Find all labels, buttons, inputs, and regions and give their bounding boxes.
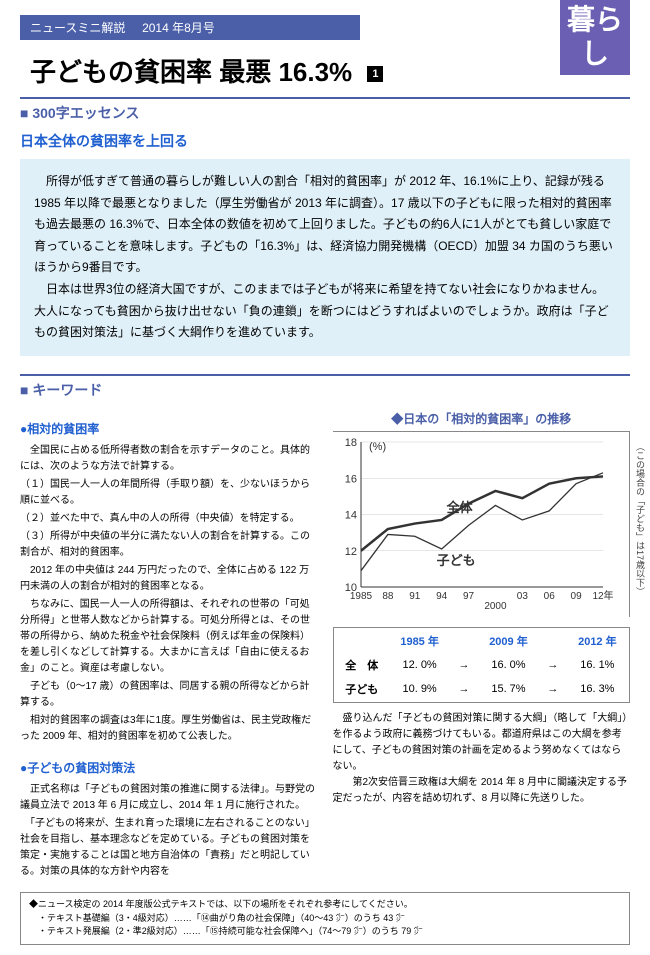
svg-text:94: 94 [436,591,448,602]
subtitle: 日本全体の貧困率を上回る [20,131,630,151]
series-name: ニュースミニ解説 [30,21,125,35]
keyword-column: 相対的貧困率 全国民に占める低所得者数の割合を示すデータのこと。具体的には、次の… [20,410,318,882]
table-year-row: 1985 年 2009 年 2012 年 [336,630,628,652]
essence-heading: 300字エッセンス [20,97,630,123]
svg-text:18: 18 [344,437,356,449]
year-3: 2012 年 [568,630,627,652]
chart-svg: 1816141210(%)全体子ども1985889194972000030609… [333,432,613,612]
svg-text:12年: 12年 [592,589,613,602]
kw2-body: 正式名称は「子どもの貧困対策の推進に関する法律」。与野党の議員立法で 2013 … [20,782,318,880]
svg-text:97: 97 [462,591,474,602]
data-table: 1985 年 2009 年 2012 年 全 体 12. 0% → 16. 0%… [333,627,631,703]
svg-text:16: 16 [344,473,356,485]
svg-text:全体: 全体 [445,500,473,515]
table-row: 全 体 12. 0% → 16. 0% → 16. 1% [336,654,628,676]
svg-text:14: 14 [344,509,356,521]
kw2-title: 子どもの貧困対策法 [20,759,318,778]
year-2: 2009 年 [479,630,538,652]
svg-text:2000: 2000 [484,601,507,612]
footer-references: ◆ニュース検定の 2014 年度版公式テキストでは、以下の場所をそれぞれ参考にし… [20,892,630,945]
page-title: 子どもの貧困率 最悪 16.3% 1 [30,52,630,89]
body-para-2: 日本は世界3位の経済大国ですが、このままでは子どもが将来に希望を持てない社会にな… [34,279,616,344]
svg-text:(%): (%) [369,441,386,453]
svg-text:12: 12 [344,546,356,558]
table-row: 子ども 10. 9% → 15. 7% → 16. 3% [336,678,628,700]
row-label: 子ども [336,678,388,700]
svg-text:子ども: 子ども [436,553,475,568]
category-badge: 暮らし [560,0,630,75]
poverty-chart: 1816141210(%)全体子ども1985889194972000030609… [333,431,631,617]
kw1-title: 相対的貧困率 [20,420,318,439]
title-number: 1 [367,66,383,82]
issue-date: 2014 年8月号 [142,21,215,35]
bottom-body: 盛り込んだ「子どもの貧困対策に関する大綱」（略して「大綱」）を作るよう政府に義務… [333,711,631,807]
svg-text:1985: 1985 [349,591,372,602]
kw1-body: 全国民に占める低所得者数の割合を示すデータのこと。具体的には、次のような方法で計… [20,443,318,745]
svg-text:03: 03 [516,591,528,602]
header-bar: ニュースミニ解説 2014 年8月号 [20,15,360,40]
essence-body: 所得が低すぎて普通の暮らしが難しい人の割合「相対的貧困率」が 2012 年、16… [20,159,630,356]
chart-note: （この場合の「子ども」は17歳以下） [634,442,647,596]
title-text: 子どもの貧困率 最悪 16.3% [30,57,352,87]
svg-text:09: 09 [570,591,582,602]
chart-title: ◆日本の「相対的貧困率」の推移 [333,410,631,427]
svg-text:91: 91 [409,591,421,602]
row-label: 全 体 [336,654,388,676]
year-1: 1985 年 [390,630,449,652]
body-para-1: 所得が低すぎて普通の暮らしが難しい人の割合「相対的貧困率」が 2012 年、16… [34,171,616,279]
svg-text:06: 06 [543,591,555,602]
keyword-heading: キーワード [20,374,630,400]
chart-column: ◆日本の「相対的貧困率」の推移 1816141210(%)全体子ども198588… [333,410,631,882]
svg-text:88: 88 [382,591,394,602]
